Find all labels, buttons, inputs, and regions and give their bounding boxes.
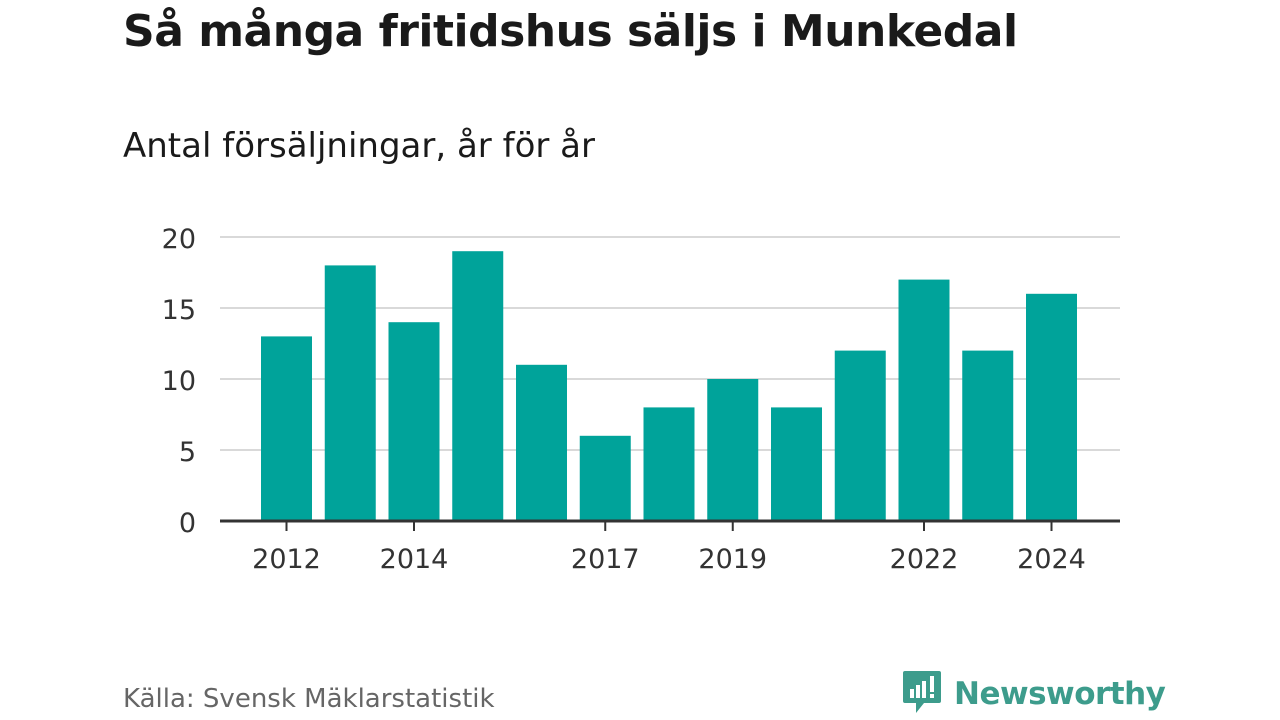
- x-tick-label: 2014: [380, 544, 449, 575]
- bar-2013: [324, 265, 376, 521]
- bar-2012: [261, 336, 312, 521]
- x-tick-label: 2022: [890, 544, 959, 575]
- bars: [261, 251, 1077, 521]
- brand-logo: Newsworthy: [902, 669, 1166, 719]
- x-axis-labels: 2012 2014 2017 2019 2022 2024: [252, 544, 1086, 575]
- x-tick-label: 2012: [252, 544, 321, 575]
- bar-2017: [579, 435, 631, 521]
- bar-2019: [707, 379, 759, 521]
- bar-2021: [834, 350, 886, 521]
- bar-2014: [388, 322, 440, 521]
- x-tick-label: 2024: [1017, 544, 1086, 575]
- newsworthy-logo-icon: [902, 669, 942, 719]
- bar-2023: [962, 350, 1014, 521]
- x-tick-label: 2019: [698, 544, 767, 575]
- y-tick-label: 20: [162, 224, 196, 255]
- bar-chart: 0 5 10 15 20 2012 2014 2017 2019 2022 2024: [162, 224, 1120, 575]
- y-tick-label: 10: [162, 366, 196, 397]
- bar-2022: [898, 279, 950, 521]
- bar-2015: [452, 251, 504, 521]
- source-note: Källa: Svensk Mäklarstatistik: [123, 684, 495, 714]
- chart-subtitle: Antal försäljningar, år för år: [123, 126, 595, 166]
- brand-name: Newsworthy: [954, 676, 1166, 712]
- y-tick-label: 5: [179, 437, 196, 468]
- y-tick-label: 15: [162, 295, 196, 326]
- x-tick-label: 2017: [571, 544, 640, 575]
- chart-title: Så många fritidshus säljs i Munkedal: [123, 6, 1018, 57]
- y-axis-labels: 0 5 10 15 20: [162, 224, 196, 539]
- bar-2016: [516, 364, 567, 521]
- x-axis: [220, 519, 1120, 531]
- bar-2020: [771, 407, 822, 521]
- bar-2018: [643, 407, 695, 521]
- bar-2024: [1026, 293, 1077, 521]
- y-tick-label: 0: [179, 508, 196, 539]
